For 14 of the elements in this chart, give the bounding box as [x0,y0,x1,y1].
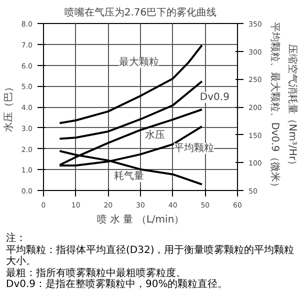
y-axis-title: 水压（巴） [2,82,14,132]
text: 平均颗粒：指得体平均直径(D32)，用于衡量喷雾颗粒的平均颗粒大小。 [6,244,296,268]
chart-title: 喷嘴在气压为2.76巴下的雾化曲线 [64,6,217,18]
text: 注： [6,233,27,244]
text: Dv0.9：是指在整喷雾颗粒中，90%的颗粒直径。 [6,279,229,290]
series-label: Dv0.9 [200,92,230,103]
series-label: 耗气量 [114,170,144,182]
text: 平均颗粒、最大颗粒、Dv0.9（微米） [268,22,280,192]
text: 压缩空气消耗量（Nm³/Hr） [286,44,298,170]
text: 最粗：指所有喷雾颗粒中最粗喷雾粒度。 [6,268,187,278]
series-label: 水压 [144,129,165,142]
x-axis-title: 喷 水 量 （L/min） [96,214,184,226]
series-label: 最大颗粒 [118,56,159,68]
series-label: 平均颗粒 [174,142,214,154]
